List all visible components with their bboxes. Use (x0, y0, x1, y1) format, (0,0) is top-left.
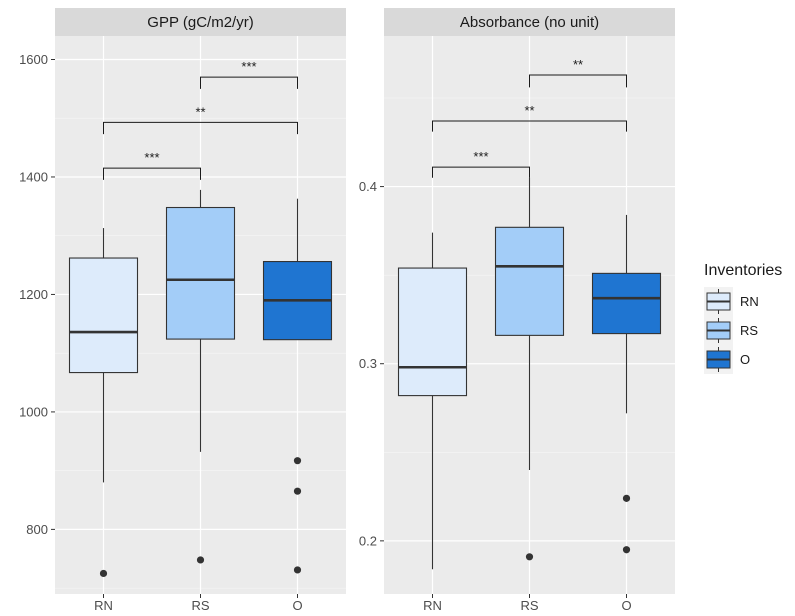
y-tick-label: 1000 (19, 404, 48, 419)
x-tick-label: RS (520, 598, 538, 613)
significance-label: *** (241, 59, 256, 74)
legend-title: Inventories (704, 262, 782, 279)
legend-label: O (740, 352, 750, 367)
facet-strip-title: Absorbance (no unit) (460, 14, 599, 31)
box-rn (397, 267, 468, 397)
x-tick-label: RN (94, 598, 113, 613)
significance-bracket (103, 121, 298, 135)
significance-bracket (432, 166, 530, 178)
outlier-point (293, 566, 302, 574)
legend-label: RN (740, 294, 759, 309)
outlier-point (622, 494, 631, 502)
significance-bracket (200, 76, 298, 89)
significance-label: *** (473, 149, 488, 164)
box-rn (68, 257, 139, 374)
significance-label: ** (195, 104, 205, 119)
x-tick-label: O (292, 598, 302, 613)
y-tick-label: 1600 (19, 52, 48, 67)
box-rs (165, 206, 236, 340)
x-tick-label: RS (191, 598, 209, 613)
significance-bracket (529, 74, 627, 88)
significance-label: *** (144, 150, 159, 165)
legend-label: RS (740, 323, 758, 338)
outlier-point (99, 569, 108, 578)
significance-label: ** (573, 57, 583, 72)
outlier-point (196, 556, 205, 564)
significance-bracket (103, 167, 201, 180)
outlier-point (622, 546, 631, 554)
facet-strip (55, 8, 346, 36)
x-tick-label: RN (423, 598, 442, 613)
x-tick-label: O (621, 598, 631, 613)
facet-strip (384, 8, 675, 36)
y-tick-label: 0.4 (359, 179, 377, 194)
y-tick-label: 0.2 (359, 533, 377, 548)
y-tick-label: 800 (26, 522, 48, 537)
box-o (591, 272, 662, 335)
significance-label: ** (524, 103, 534, 118)
y-tick-label: 1400 (19, 169, 48, 184)
y-tick-label: 1200 (19, 287, 48, 302)
outlier-point (293, 457, 302, 465)
facet-strip-title: GPP (gC/m2/yr) (147, 14, 253, 31)
box-rs (494, 226, 565, 336)
y-tick-label: 0.3 (359, 356, 377, 371)
outlier-point (525, 553, 534, 561)
significance-bracket (432, 120, 627, 132)
outlier-point (293, 487, 302, 495)
